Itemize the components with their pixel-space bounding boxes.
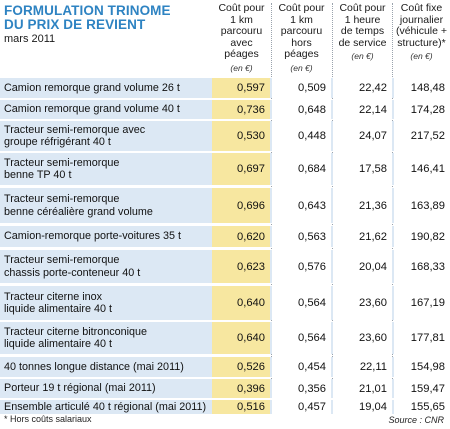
cell-cost-km-with-tolls: 0,530: [212, 121, 270, 151]
cell-cost-hour-service: 21,62: [333, 226, 392, 247]
table-row: Camion-remorque porte-voitures 35 t 0,62…: [0, 226, 450, 247]
cell-cost-km-without-tolls: 0,684: [272, 153, 331, 185]
cell-daily-fixed-cost: 167,19: [394, 286, 450, 320]
cell-cost-km-without-tolls: 0,356: [272, 379, 331, 398]
cell-daily-fixed-cost: 148,48: [394, 78, 450, 98]
cell-cost-km-with-tolls: 0,620: [212, 226, 270, 247]
table-row: Porteur 19 t régional (mai 2011) 0,396 0…: [0, 379, 450, 398]
column-header-cost-hour-service: Coût pour 1 heure de temps de service (e…: [338, 2, 387, 61]
cell-cost-hour-service: 21,36: [333, 188, 392, 223]
cell-daily-fixed-cost: 168,33: [394, 250, 450, 283]
cell-cost-km-without-tolls: 0,576: [272, 250, 331, 283]
table-row: Camion remorque grand volume 40 t 0,736 …: [0, 100, 450, 119]
table-row: Tracteur semi-remorque chassis porte-cont…: [0, 250, 450, 283]
row-label: Tracteur semi-remorque avec groupe réfrig…: [4, 123, 146, 149]
cell-cost-km-without-tolls: 0,643: [272, 188, 331, 223]
page-subtitle: mars 2011: [4, 33, 56, 45]
cell-cost-km-without-tolls: 0,454: [272, 357, 331, 377]
column-header-daily-fixed-cost: Coût fixe journalier (véhicule + structu…: [395, 2, 448, 61]
cell-daily-fixed-cost: 154,98: [394, 357, 450, 377]
source-credit: Source : CNR: [388, 415, 444, 425]
footnote: * Hors coûts salariaux: [4, 414, 92, 424]
table-row: Camion remorque grand volume 26 t 0,597 …: [0, 78, 450, 98]
cell-daily-fixed-cost: 155,65: [394, 400, 450, 414]
cell-cost-km-with-tolls: 0,597: [212, 78, 270, 98]
cell-cost-hour-service: 17,58: [333, 153, 392, 185]
cell-cost-km-with-tolls: 0,640: [212, 286, 270, 320]
cell-cost-km-without-tolls: 0,457: [272, 400, 331, 414]
row-label: Tracteur citerne bitronconique liquide al…: [4, 325, 148, 351]
row-label: Camion remorque grand volume 26 t: [4, 81, 180, 94]
cell-cost-hour-service: 22,42: [333, 78, 392, 98]
cell-cost-km-with-tolls: 0,736: [212, 100, 270, 119]
cell-cost-km-with-tolls: 0,516: [212, 400, 270, 414]
row-label: Porteur 19 t régional (mai 2011): [4, 382, 156, 395]
cell-cost-km-with-tolls: 0,696: [212, 188, 270, 223]
column-header-cost-km-without-tolls: Coût pour 1 km parcouru hors péages (en …: [278, 2, 325, 73]
title-block: FORMULATION TRINOME DU PRIX DE REVIENT m…: [4, 4, 204, 46]
row-label: Camion remorque grand volume 40 t: [4, 103, 180, 116]
cell-cost-km-without-tolls: 0,648: [272, 100, 331, 119]
cell-daily-fixed-cost: 163,89: [394, 188, 450, 223]
table-row: Tracteur citerne inox liquide alimentaire…: [0, 286, 450, 320]
cell-daily-fixed-cost: 159,47: [394, 379, 450, 398]
cell-cost-km-without-tolls: 0,509: [272, 78, 331, 98]
cell-daily-fixed-cost: 177,81: [394, 322, 450, 354]
cell-daily-fixed-cost: 190,82: [394, 226, 450, 247]
cell-cost-hour-service: 22,11: [333, 357, 392, 377]
cell-cost-hour-service: 21,01: [333, 379, 392, 398]
cell-cost-km-with-tolls: 0,640: [212, 322, 270, 354]
row-label: Tracteur semi-remorque benne céréalière g…: [4, 193, 153, 218]
cell-cost-hour-service: 19,04: [333, 400, 392, 414]
row-label: Tracteur citerne inox liquide alimentaire…: [4, 290, 113, 316]
table-row: Tracteur semi-remorque benne TP 40 t 0,69…: [0, 153, 450, 185]
column-header-cost-km-with-tolls: Coût pour 1 km parcouru avec péages (en …: [218, 2, 265, 73]
row-label: Tracteur semi-remorque benne TP 40 t: [4, 156, 120, 182]
cell-cost-km-with-tolls: 0,396: [212, 379, 270, 398]
cell-cost-km-with-tolls: 0,623: [212, 250, 270, 283]
cell-cost-km-with-tolls: 0,526: [212, 357, 270, 377]
cell-daily-fixed-cost: 174,28: [394, 100, 450, 119]
cell-cost-km-without-tolls: 0,564: [272, 286, 331, 320]
table-row: 40 tonnes longue distance (mai 2011) 0,5…: [0, 357, 450, 377]
cell-daily-fixed-cost: 146,41: [394, 153, 450, 185]
cell-cost-hour-service: 24,07: [333, 121, 392, 151]
table-row: Ensemble articulé 40 t régional (mai 201…: [0, 400, 450, 414]
page-title: FORMULATION TRINOME DU PRIX DE REVIENT: [4, 4, 204, 32]
cell-cost-hour-service: 23,60: [333, 286, 392, 320]
cell-cost-hour-service: 23,60: [333, 322, 392, 354]
row-label: Camion-remorque porte-voitures 35 t: [4, 230, 182, 243]
cell-cost-hour-service: 22,14: [333, 100, 392, 119]
cell-daily-fixed-cost: 217,52: [394, 121, 450, 151]
row-label: Tracteur semi-remorque chassis porte-cont…: [4, 254, 141, 279]
cell-cost-km-without-tolls: 0,448: [272, 121, 331, 151]
title-line-1: FORMULATION TRINOME: [4, 3, 171, 18]
table-row: Tracteur semi-remorque avec groupe réfrig…: [0, 121, 450, 151]
row-label: Ensemble articulé 40 t régional (mai 201…: [4, 400, 207, 413]
title-line-2: DU PRIX DE REVIENT: [4, 17, 146, 32]
table-row: Tracteur semi-remorque benne céréalière g…: [0, 188, 450, 223]
cell-cost-km-without-tolls: 0,563: [272, 226, 331, 247]
cell-cost-hour-service: 20,04: [333, 250, 392, 283]
cell-cost-km-without-tolls: 0,564: [272, 322, 331, 354]
row-label: 40 tonnes longue distance (mai 2011): [4, 360, 184, 373]
cell-cost-km-with-tolls: 0,697: [212, 153, 270, 185]
table-row: Tracteur citerne bitronconique liquide al…: [0, 322, 450, 354]
